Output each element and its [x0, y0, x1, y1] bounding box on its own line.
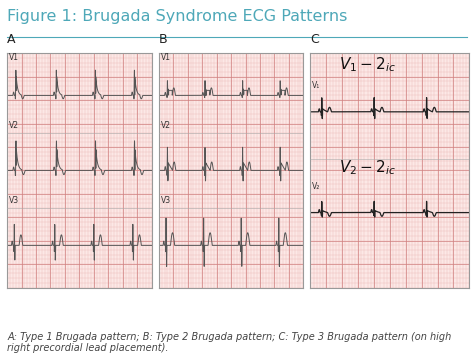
Text: $\mathit{V_1-2_{ic}}$: $\mathit{V_1-2_{ic}}$ [339, 56, 396, 74]
Text: V3: V3 [161, 196, 171, 205]
Text: V2: V2 [161, 121, 171, 130]
Text: $\mathit{V_2-2_{ic}}$: $\mathit{V_2-2_{ic}}$ [339, 159, 396, 178]
Text: V₁: V₁ [312, 81, 320, 91]
Text: Figure 1: Brugada Syndrome ECG Patterns: Figure 1: Brugada Syndrome ECG Patterns [7, 9, 347, 24]
Text: A: A [7, 33, 16, 46]
Text: B: B [159, 33, 167, 46]
Text: V1: V1 [161, 53, 171, 62]
Text: V3: V3 [9, 196, 19, 205]
Text: V1: V1 [9, 53, 19, 62]
Text: C: C [310, 33, 319, 46]
Text: V₂: V₂ [312, 182, 320, 191]
Text: V2: V2 [9, 121, 19, 130]
Text: A: Type 1 Brugada pattern; B: Type 2 Brugada pattern; C: Type 3 Brugada pattern : A: Type 1 Brugada pattern; B: Type 2 Bru… [7, 332, 451, 353]
